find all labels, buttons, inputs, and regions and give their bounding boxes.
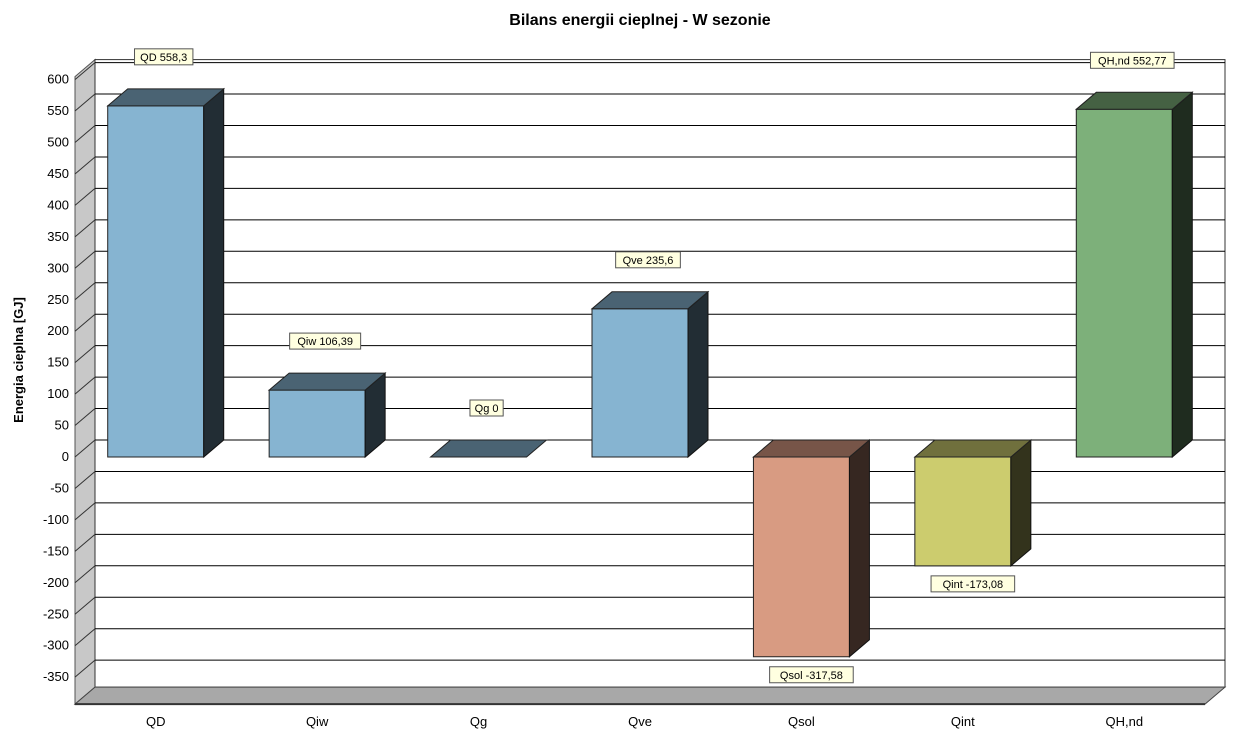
bar-Qsol [752,438,871,658]
bar-Qiw [267,371,387,459]
y-axis-label: Energia cieplna [GJ] [11,297,26,423]
floor [73,686,1227,705]
bar-front [1075,108,1173,458]
x-tick-label: QH,nd [1105,714,1143,729]
chart-title: Bilans energii cieplnej - W sezonie [509,12,771,29]
bar-Qve [590,290,710,459]
gridline-side [74,125,96,143]
x-tick-label: QD [146,714,166,729]
y-tick-label: -200 [43,575,69,590]
bar-QH,nd [1074,91,1194,459]
y-tick-label: 100 [47,386,69,401]
y-tick-label: 200 [47,323,69,338]
bar-top [429,439,548,458]
y-tick-label: -300 [43,638,69,653]
x-tick-label: Qve [628,714,652,729]
data-label: Qve 235,6 [623,255,674,267]
gridline-side [74,93,96,112]
bar-side [687,290,709,459]
bar-Qint [913,438,1033,567]
bar-top [752,439,871,458]
bar-side [1010,438,1032,567]
gridline-side [74,596,96,615]
gridline-side [74,533,96,552]
bar-side [848,438,870,658]
y-tick-label: -150 [43,543,69,558]
bar-front [591,308,689,458]
y-tick-label: 500 [47,135,69,150]
gridline-side [74,188,96,206]
gridline-side [74,376,96,395]
y-tick-label: -50 [50,480,69,495]
gridline-side [74,659,96,678]
side-wall [74,58,96,706]
bar-side [1171,91,1193,459]
data-label-box [1089,51,1175,69]
data-label: Qg 0 [475,403,499,415]
data-label: QD 558,3 [140,52,187,64]
bar-front [914,456,1012,567]
gridline-side [74,502,96,521]
gridline-side [74,565,96,584]
bar-top [106,88,226,107]
bar-front [268,389,366,458]
x-tick-label: Qint [951,714,975,729]
gridline-side [74,439,96,458]
bars [106,87,1194,658]
y-tick-label: 250 [47,292,69,307]
y-tick-label: 600 [47,72,69,87]
bar-Qg [429,439,548,458]
bar-top [267,372,387,391]
bar-top [1074,91,1194,110]
x-tick-label: Qiw [306,714,329,729]
gridline-side [74,313,96,332]
gridline-side [74,219,96,238]
bar-side [203,87,225,459]
bar-front [107,105,205,458]
data-label-box [615,251,681,269]
bar-top [590,291,710,310]
y-tick-label: 300 [47,260,69,275]
y-tick-label: -100 [43,512,69,527]
y-tick-label: 450 [47,166,69,181]
gridline-side [74,62,96,80]
y-tick-label: 550 [47,103,69,118]
data-label: Qint -173,08 [943,579,1004,591]
data-label-box [289,332,362,350]
x-tick-label: Qg [470,714,487,729]
y-tick-label: 150 [47,355,69,370]
gridline-side [74,408,96,426]
data-label: QH,nd 552,77 [1098,55,1167,67]
gridline-side [74,156,96,175]
gridline-side [74,345,96,364]
x-tick-label: Qsol [788,714,815,729]
bar-top [913,439,1033,458]
gridline-side [74,282,96,301]
gridline-side [74,250,96,269]
y-tick-label: 50 [55,418,69,433]
y-tick-label: 350 [47,229,69,244]
data-label: Qsol -317,58 [780,670,843,682]
data-label-box [134,48,194,66]
data-labels: QD QD 558,3 Qiw Qiw 106,39 Qg Qg 0 Qve Qve 235,… [134,48,1175,729]
y-tick-label: -350 [43,669,69,684]
y-tick-label: 400 [47,197,69,212]
bar-front [752,456,850,658]
gridline-side [74,628,96,647]
y-tick-label: -250 [43,606,69,621]
bar-QD [106,87,226,459]
y-tick-label: 0 [62,449,69,464]
data-label-box [469,399,504,417]
data-label-box [930,575,1016,593]
gridline-side [74,471,96,489]
data-label-box [769,666,854,684]
data-label: Qiw 106,39 [297,336,353,348]
